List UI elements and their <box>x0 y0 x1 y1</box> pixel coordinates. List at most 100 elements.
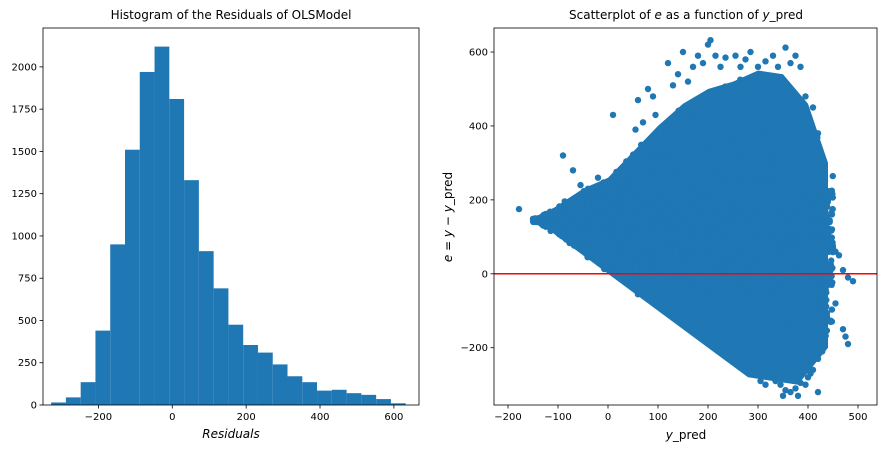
scatter-point <box>811 269 818 276</box>
scatter-point <box>729 356 736 364</box>
scatter-point <box>796 368 804 376</box>
scatter-point <box>736 140 743 147</box>
scatter-point <box>760 117 767 125</box>
histogram-y-ticks: 0 250 500 750 1000 1250 1500 1750 2000 <box>12 62 43 412</box>
scatter-point <box>769 52 777 59</box>
scatter-point <box>720 168 727 175</box>
scatter-point <box>835 252 843 259</box>
scatter-point <box>621 244 628 252</box>
scatter-point <box>790 177 797 184</box>
scatter-point <box>704 105 711 113</box>
scatter-title: Scatterplot of e as a function of y_pred <box>569 8 803 22</box>
histogram-bar <box>95 330 111 405</box>
scatter-point <box>764 300 771 307</box>
scatter-point <box>747 48 754 56</box>
scatter-point <box>634 200 641 208</box>
scatter-point <box>721 192 728 199</box>
scatter-point <box>767 125 774 132</box>
scatter-point <box>784 142 791 150</box>
scatter-point <box>823 227 830 234</box>
histogram-bar <box>257 352 273 405</box>
scatter-point <box>666 250 673 257</box>
scatter-point <box>808 195 816 202</box>
scatter-point <box>772 161 779 168</box>
scatter-point <box>806 323 813 330</box>
scatter-point <box>794 120 801 127</box>
scatter-point <box>656 131 663 139</box>
scatter-point <box>774 63 782 70</box>
scatter-point <box>676 142 683 149</box>
scatter-point <box>701 172 708 180</box>
scatter-point <box>727 143 734 150</box>
scatter-point <box>635 180 643 187</box>
scatter-point <box>815 304 823 312</box>
scatter-point <box>660 225 668 232</box>
scatter-point <box>784 196 792 204</box>
scatter-point <box>679 243 686 250</box>
scatter-point <box>710 134 717 141</box>
histogram-bar <box>302 382 318 405</box>
scatter-point <box>652 212 660 219</box>
scatter-point <box>807 133 814 141</box>
histogram-bar <box>376 399 391 405</box>
histogram-bar <box>331 389 347 405</box>
scatter-point <box>735 133 743 141</box>
scatter-point <box>820 262 827 269</box>
scatter-point <box>699 59 707 67</box>
x-tick-label: 100 <box>648 412 667 423</box>
scatter-point <box>635 151 642 158</box>
scatter-point <box>733 261 740 268</box>
scatter-point <box>806 314 813 321</box>
scatter-point <box>614 174 622 181</box>
scatter-point <box>794 279 801 286</box>
scatter-point <box>804 227 811 235</box>
scatter-point <box>753 275 761 283</box>
scatter-point <box>748 117 755 124</box>
x-tick-label: 200 <box>237 412 256 423</box>
scatter-point <box>814 142 821 150</box>
scatter-point <box>570 200 577 208</box>
scatter-point <box>683 112 691 120</box>
scatter-point <box>782 306 790 314</box>
scatter-point <box>726 106 733 114</box>
scatter-point <box>792 52 799 59</box>
scatter-point <box>611 240 618 247</box>
scatter-point <box>743 159 750 166</box>
scatter-point <box>760 226 768 233</box>
scatter-point <box>788 103 795 110</box>
scatter-point <box>737 306 745 314</box>
scatter-point <box>742 279 750 286</box>
scatter-point <box>718 180 725 188</box>
scatter-point <box>688 208 695 215</box>
scatter-point <box>606 206 613 213</box>
histogram-bar <box>169 99 185 405</box>
scatter-point <box>797 107 804 114</box>
scatter-point <box>669 231 677 239</box>
scatter-point <box>728 267 735 275</box>
scatter-point <box>849 278 857 285</box>
scatter-point <box>733 341 741 348</box>
scatter-point <box>693 244 700 252</box>
scatter-point <box>820 283 827 291</box>
scatter-y-label-part-3: y <box>441 229 455 238</box>
scatter-point <box>776 346 784 353</box>
x-tick-label: 0 <box>605 412 611 423</box>
scatter-point <box>634 277 641 285</box>
scatter-point <box>640 251 647 258</box>
scatter-point <box>763 95 771 103</box>
scatter-point <box>702 210 710 217</box>
scatter-point <box>597 183 604 190</box>
histogram-bar <box>346 393 362 405</box>
scatter-point <box>634 188 642 195</box>
scatter-y-label: e = y − y_pred <box>441 172 455 262</box>
scatter-point <box>792 299 799 306</box>
scatter-point <box>679 266 687 273</box>
y-tick-label: 0 <box>482 269 488 280</box>
scatter-point <box>683 122 690 130</box>
scatter-point <box>684 221 691 228</box>
scatter-point <box>737 76 744 83</box>
scatter-point <box>793 151 800 158</box>
scatter-point <box>692 105 700 113</box>
scatter-point <box>800 167 808 175</box>
scatter-point <box>632 126 639 133</box>
